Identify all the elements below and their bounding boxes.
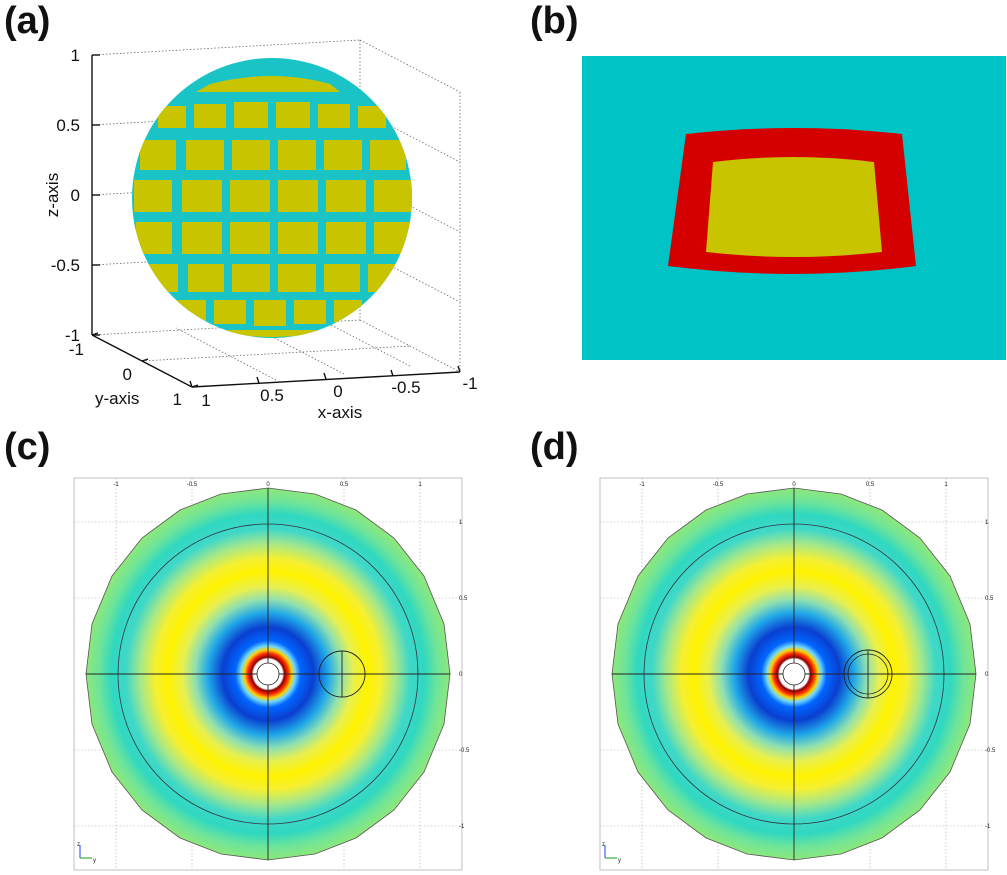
panel-d-field-map: -1 -0.5 0 0.5 1 1 0.5 0 -0.5 -1 z y [599, 477, 996, 871]
panel-d-triad-y: y [618, 858, 621, 864]
y-tick-1: -1 [69, 340, 84, 359]
panel-label-a: (a) [4, 0, 51, 42]
y-tick-3: 1 [173, 390, 182, 409]
panel-b-patch [706, 157, 882, 257]
panel-d-top-tick-2: -0.5 [713, 482, 724, 488]
panel-d-triad-z: z [602, 842, 605, 848]
panel-c-top-tick-2: -0.5 [187, 482, 198, 488]
panel-c-axis-triad: z y [77, 842, 96, 864]
panel-c-right-tick-2: 0.5 [459, 596, 468, 602]
panel-d-right-tick-3: 0 [985, 672, 989, 678]
panel-c-field-map: -1 -0.5 0 0.5 1 1 0.5 0 -0.5 -1 z y [73, 477, 470, 871]
panel-c-top-tick-3: 0 [266, 482, 270, 488]
panel-d-right-tick-4: -0.5 [985, 748, 996, 754]
x-tick-1: 1 [201, 391, 210, 410]
sphere-panels [134, 76, 412, 337]
z-tick-3: 0 [71, 186, 80, 205]
x-tick-4: -0.5 [391, 378, 420, 397]
panel-c-right-tick-3: 0 [459, 672, 463, 678]
panel-d-top-tick-4: 0.5 [866, 482, 875, 488]
panel-c-source-hole [256, 662, 280, 686]
panel-d-right-tick-1: 1 [985, 520, 989, 526]
x-tick-2: 0.5 [260, 386, 284, 405]
panel-d-right-tick-2: 0.5 [985, 596, 994, 602]
panel-d-right-tick-5: -1 [985, 824, 991, 830]
panel-c-right-tick-4: -0.5 [459, 748, 470, 754]
z-tick-2: 0.5 [56, 116, 80, 135]
panel-d-top-tick-3: 0 [792, 482, 796, 488]
z-tick-1: 1 [71, 46, 80, 65]
sphere [132, 58, 412, 338]
panel-a-axes [91, 54, 461, 388]
panel-label-d: (d) [530, 426, 579, 468]
x-tick-5: -1 [462, 374, 477, 393]
panel-b-patch-view [582, 56, 1006, 360]
z-axis-title: z-axis [43, 173, 62, 217]
panel-a-plot: 1 0.5 0 -0.5 -1 z-axis -1 0 1 y-axis 1 0… [43, 39, 478, 422]
panel-c-top-tick-4: 0.5 [340, 482, 349, 488]
panel-d-source-hole [782, 662, 806, 686]
x-tick-3: 0 [333, 382, 342, 401]
panel-label-c: (c) [4, 426, 51, 468]
panel-c-triad-z: z [77, 842, 80, 848]
panel-d-top-tick-1: -1 [639, 482, 645, 488]
panel-label-b: (b) [530, 0, 579, 42]
panel-c-right-tick-5: -1 [459, 824, 465, 830]
panel-c-top-tick-5: 1 [418, 482, 422, 488]
panel-d-top-tick-5: 1 [944, 482, 948, 488]
y-axis-title: y-axis [95, 389, 139, 408]
z-tick-5: -1 [65, 326, 80, 345]
panel-d-axis-triad: z y [602, 842, 621, 864]
panel-c-top-tick-1: -1 [113, 482, 119, 488]
panel-c-triad-y: y [93, 858, 96, 864]
z-tick-4: -0.5 [51, 256, 80, 275]
panel-c-right-tick-1: 1 [459, 520, 463, 526]
x-axis-title: x-axis [318, 403, 362, 422]
y-tick-2: 0 [123, 365, 132, 384]
